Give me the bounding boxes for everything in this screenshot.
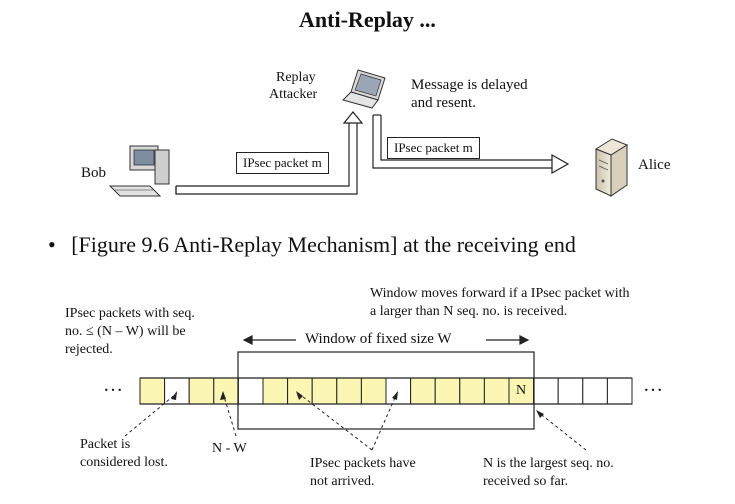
- move-label-line1: Window moves forward if a IPsec packet w…: [370, 286, 630, 301]
- sequence-cells: [139, 377, 633, 405]
- reject-label-line3: rejected.: [65, 342, 113, 357]
- largest-label-line1: N is the largest seq. no.: [483, 456, 614, 471]
- lost-label-line2: considered lost.: [80, 455, 168, 470]
- sequence-cell: [385, 377, 412, 405]
- sequence-cell: [287, 377, 313, 405]
- sequence-cell: [557, 377, 584, 405]
- reject-label-line2: no. ≤ (N – W) will be: [65, 324, 186, 339]
- delay-label-line2: and resent.: [411, 95, 476, 111]
- attacker-laptop-icon: [342, 69, 386, 109]
- figure-caption-bullet: • [Figure 9.6 Anti-Replay Mechanism] at …: [48, 232, 576, 257]
- page-title: Anti-Replay ...: [299, 7, 436, 32]
- sequence-cell: [336, 377, 362, 405]
- sequence-cell: [237, 377, 264, 405]
- alice-server-icon: [594, 138, 629, 197]
- attacker-label-line2: Attacker: [269, 87, 318, 102]
- sequence-cell: [410, 377, 436, 405]
- sequence-cell: [533, 377, 559, 405]
- arrow-attacker-to-alice: [372, 114, 570, 175]
- ellipsis-right: …: [643, 374, 663, 396]
- pointer-arrowheads: [171, 391, 544, 418]
- window-frame: [237, 351, 535, 430]
- n-minus-w-label: N - W: [212, 441, 247, 456]
- bob-label: Bob: [81, 165, 107, 181]
- sequence-cell: [508, 377, 535, 405]
- sequence-cell: [360, 377, 387, 405]
- sequence-cell: [213, 377, 239, 405]
- window-size-arrows: [242, 335, 530, 345]
- not-arrived-label-line2: not arrived.: [310, 474, 375, 489]
- arrow-bob-to-attacker: [175, 111, 364, 195]
- move-label-line2: a larger than N seq. no. is received.: [370, 304, 568, 319]
- dashed-pointers: [124, 392, 587, 451]
- alice-label: Alice: [638, 157, 671, 173]
- sequence-cell: [606, 377, 633, 405]
- bullet-mark: •: [48, 232, 56, 257]
- sequence-cell: [459, 377, 485, 405]
- packet-label-replayed: IPsec packet m: [387, 137, 480, 159]
- largest-label-line2: received so far.: [483, 474, 569, 489]
- sequence-cell: [582, 377, 608, 405]
- not-arrived-label-line1: IPsec packets have: [310, 456, 416, 471]
- sequence-cell: [311, 377, 338, 405]
- sequence-cell: [188, 377, 215, 405]
- reject-label-line1: IPsec packets with seq.: [65, 306, 195, 321]
- ellipsis-left: …: [103, 374, 123, 396]
- sequence-cell: [139, 377, 166, 405]
- bob-computer-icon: [108, 145, 170, 197]
- sequence-cell: [262, 377, 289, 405]
- bullet-text: [Figure 9.6 Anti-Replay Mechanism] at th…: [71, 232, 576, 257]
- window-size-label: Window of fixed size W: [305, 331, 452, 347]
- lost-label-line1: Packet is: [80, 437, 131, 452]
- packet-label-bob: IPsec packet m: [236, 152, 329, 174]
- sequence-cell: [434, 377, 461, 405]
- n-cell-label: N: [516, 383, 527, 398]
- attacker-label-line1: Replay: [276, 70, 316, 85]
- sequence-cell: [483, 377, 510, 405]
- delay-label-line1: Message is delayed: [411, 77, 528, 93]
